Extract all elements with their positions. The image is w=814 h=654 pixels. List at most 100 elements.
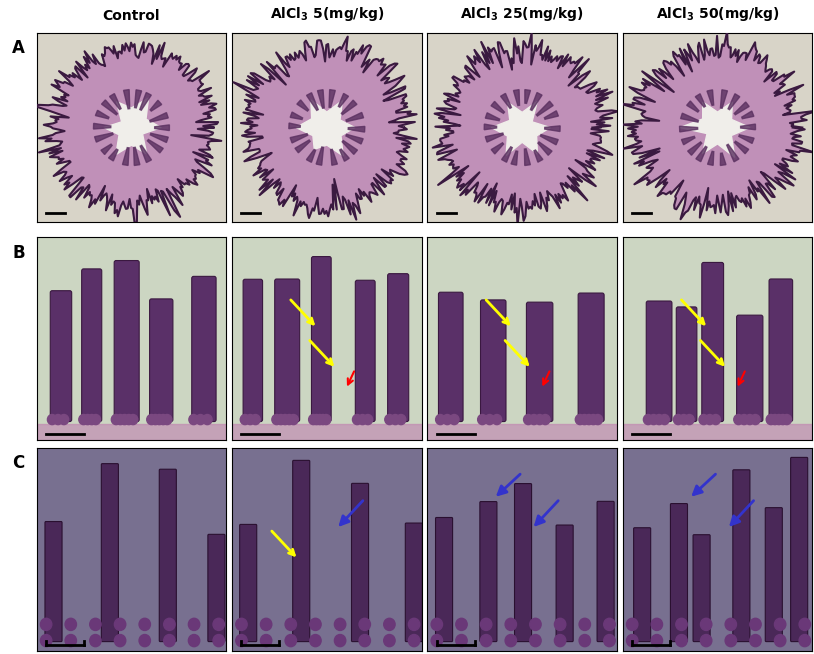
Polygon shape <box>101 144 112 154</box>
Circle shape <box>155 415 164 424</box>
Circle shape <box>431 634 443 647</box>
Polygon shape <box>491 143 504 154</box>
Circle shape <box>529 415 539 424</box>
Circle shape <box>383 618 395 630</box>
Circle shape <box>396 415 406 424</box>
Polygon shape <box>339 94 348 107</box>
Circle shape <box>799 634 811 647</box>
Circle shape <box>673 415 683 424</box>
Polygon shape <box>696 146 707 162</box>
FancyBboxPatch shape <box>671 504 688 642</box>
Circle shape <box>554 618 566 630</box>
Circle shape <box>579 634 590 647</box>
Polygon shape <box>687 101 699 112</box>
Polygon shape <box>140 92 151 111</box>
FancyBboxPatch shape <box>702 262 724 422</box>
Circle shape <box>310 618 322 630</box>
Circle shape <box>660 415 669 424</box>
Circle shape <box>456 634 467 647</box>
Circle shape <box>289 415 298 424</box>
Circle shape <box>115 618 126 630</box>
Circle shape <box>272 415 282 424</box>
Circle shape <box>435 415 445 424</box>
Polygon shape <box>316 147 323 165</box>
Polygon shape <box>290 112 303 120</box>
FancyBboxPatch shape <box>50 290 72 422</box>
Circle shape <box>604 618 615 630</box>
Polygon shape <box>688 142 702 155</box>
FancyBboxPatch shape <box>514 483 532 642</box>
Circle shape <box>589 415 598 424</box>
Polygon shape <box>695 94 706 107</box>
Polygon shape <box>545 111 558 119</box>
Circle shape <box>310 634 322 647</box>
Polygon shape <box>492 101 550 156</box>
Circle shape <box>358 415 367 424</box>
FancyBboxPatch shape <box>45 521 62 642</box>
FancyBboxPatch shape <box>765 508 782 642</box>
Polygon shape <box>95 111 109 119</box>
Circle shape <box>236 618 247 630</box>
Circle shape <box>312 415 322 424</box>
Polygon shape <box>524 149 531 165</box>
Circle shape <box>774 634 786 647</box>
Polygon shape <box>545 126 560 131</box>
Polygon shape <box>329 90 335 107</box>
FancyBboxPatch shape <box>239 525 256 642</box>
Polygon shape <box>707 151 714 165</box>
Polygon shape <box>433 33 618 225</box>
FancyBboxPatch shape <box>527 302 553 422</box>
Circle shape <box>782 415 791 424</box>
Circle shape <box>164 618 175 630</box>
Polygon shape <box>330 149 337 165</box>
Polygon shape <box>346 134 363 144</box>
Circle shape <box>47 415 57 424</box>
Circle shape <box>480 618 492 630</box>
Circle shape <box>285 634 296 647</box>
Polygon shape <box>295 140 310 153</box>
Polygon shape <box>234 37 417 220</box>
Circle shape <box>322 415 330 424</box>
Circle shape <box>530 634 541 647</box>
Circle shape <box>65 634 77 647</box>
FancyBboxPatch shape <box>556 525 573 642</box>
Circle shape <box>478 415 487 424</box>
Circle shape <box>535 415 545 424</box>
Circle shape <box>203 415 212 424</box>
Circle shape <box>627 618 638 630</box>
Circle shape <box>456 618 467 630</box>
Circle shape <box>240 415 250 424</box>
Circle shape <box>409 634 420 647</box>
Circle shape <box>280 415 290 424</box>
Polygon shape <box>151 133 168 143</box>
Polygon shape <box>734 102 749 114</box>
Circle shape <box>579 618 590 630</box>
Circle shape <box>485 415 494 424</box>
Polygon shape <box>140 145 151 163</box>
Circle shape <box>766 415 776 424</box>
Circle shape <box>41 634 52 647</box>
Circle shape <box>711 415 720 424</box>
Circle shape <box>335 618 346 630</box>
FancyBboxPatch shape <box>693 535 710 642</box>
FancyBboxPatch shape <box>480 502 497 642</box>
Circle shape <box>359 634 370 647</box>
Polygon shape <box>739 135 754 143</box>
Polygon shape <box>534 150 543 162</box>
Circle shape <box>151 415 160 424</box>
Polygon shape <box>484 124 497 129</box>
FancyBboxPatch shape <box>114 260 139 422</box>
Circle shape <box>188 634 199 647</box>
Circle shape <box>213 618 225 630</box>
Circle shape <box>87 415 96 424</box>
Circle shape <box>53 415 63 424</box>
FancyBboxPatch shape <box>597 502 614 642</box>
FancyBboxPatch shape <box>633 528 650 642</box>
Polygon shape <box>339 149 349 162</box>
Circle shape <box>449 415 459 424</box>
Polygon shape <box>94 133 113 142</box>
FancyBboxPatch shape <box>160 469 177 642</box>
Polygon shape <box>134 90 142 108</box>
FancyBboxPatch shape <box>769 279 793 422</box>
FancyBboxPatch shape <box>208 534 225 642</box>
